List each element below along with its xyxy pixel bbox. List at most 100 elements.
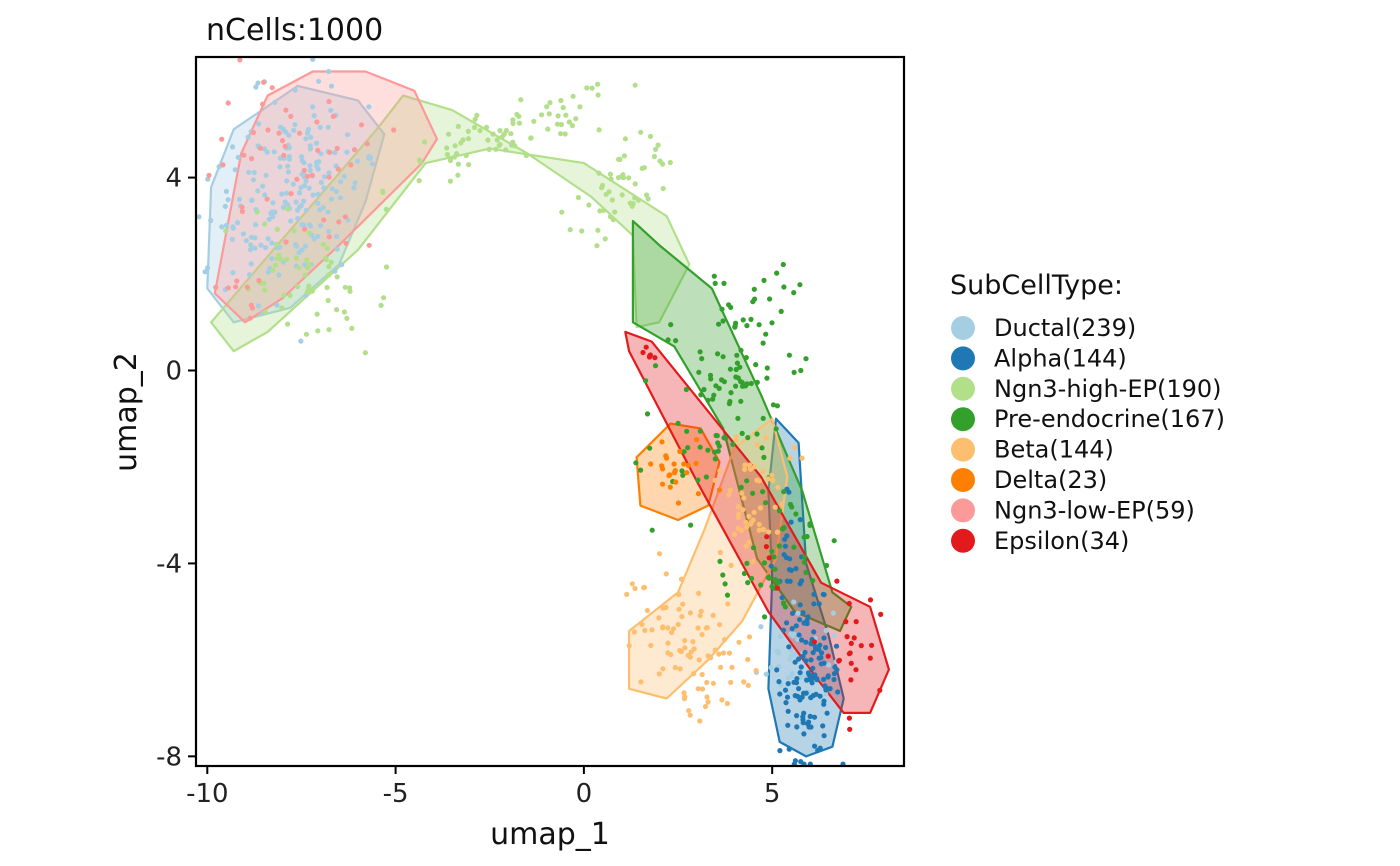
cell-point [644, 607, 651, 614]
cell-point [455, 123, 461, 129]
cell-point [299, 221, 305, 228]
cell-point [328, 259, 334, 265]
cell-point [763, 500, 769, 506]
cell-point [684, 470, 690, 476]
cell-point [750, 558, 756, 565]
cell-point [739, 490, 745, 496]
cell-point [629, 581, 635, 587]
cell-point [789, 610, 796, 616]
cell-point [712, 449, 718, 455]
cell-point [821, 635, 827, 641]
cell-point [797, 517, 803, 523]
cell-point [795, 610, 801, 616]
cell-point [768, 665, 774, 671]
cell-point [818, 661, 824, 667]
cell-point [831, 676, 837, 683]
cell-point [272, 99, 278, 105]
cell-point [848, 660, 854, 666]
cell-point [776, 650, 782, 656]
cell-point [816, 601, 822, 607]
cell-point [834, 667, 840, 673]
cell-point [722, 581, 728, 587]
cell-point [671, 626, 677, 632]
cell-point [337, 195, 344, 201]
cell-point [793, 511, 799, 517]
cell-point [739, 430, 745, 436]
cell-point [444, 151, 450, 158]
cell-point [800, 653, 806, 659]
cell-point [815, 747, 821, 754]
cell-point [806, 672, 812, 678]
cell-point [786, 746, 792, 752]
cell-point [508, 131, 514, 137]
legend: SubCellType: Ductal(239)Alpha(144) Ngn3-h… [950, 270, 1225, 555]
cell-point [672, 468, 678, 474]
cell-point [712, 647, 719, 653]
cell-point [649, 527, 655, 533]
cell-point [760, 526, 766, 532]
cell-point [338, 179, 344, 185]
cell-point [243, 238, 249, 244]
cell-point [801, 559, 808, 565]
cell-point [558, 97, 564, 104]
cell-point [295, 284, 301, 290]
cell-point [812, 743, 818, 749]
plot-frame [194, 55, 906, 768]
cell-point [800, 610, 806, 616]
cell-point [690, 639, 696, 645]
cell-point [702, 703, 709, 710]
cell-point [652, 363, 659, 369]
cell-point [744, 524, 750, 530]
cell-point [352, 180, 358, 186]
cell-point [697, 444, 703, 450]
cell-point [310, 57, 316, 62]
cell-point [765, 476, 771, 482]
cell-point [761, 277, 767, 283]
chart-title: nCells:1000 [206, 13, 383, 48]
cell-point [665, 650, 671, 656]
cell-point [309, 172, 315, 178]
cell-point [279, 305, 285, 311]
cell-point [497, 128, 503, 134]
x-tick-label: 5 [764, 779, 781, 809]
cell-point [632, 195, 638, 201]
cell-point [202, 269, 208, 275]
cell-point [263, 172, 269, 178]
cell-point [255, 188, 261, 194]
cell-point [811, 639, 818, 645]
cell-point [510, 120, 516, 127]
cell-point [294, 176, 300, 182]
cell-point [656, 615, 662, 621]
cell-point [270, 267, 276, 273]
cell-point [222, 203, 228, 209]
y-tick-label: -8 [156, 742, 182, 772]
cell-point [284, 190, 290, 196]
cell-point [563, 112, 569, 118]
cell-point [595, 92, 601, 98]
cell-point [767, 296, 773, 302]
cell-point [455, 161, 461, 167]
cell-point [651, 153, 658, 160]
cell-point [715, 351, 721, 357]
cell-point [255, 80, 261, 86]
cell-point [304, 257, 310, 263]
cell-point [251, 169, 257, 176]
cell-point [341, 173, 347, 179]
cell-point [223, 188, 229, 194]
cell-point [347, 288, 353, 294]
cell-point [797, 617, 803, 623]
cell-point [762, 614, 768, 620]
cell-point [632, 82, 638, 88]
cell-point [324, 245, 330, 251]
cell-point [730, 441, 736, 447]
cell-point [741, 570, 748, 577]
cell-point [308, 223, 314, 229]
cell-point [728, 562, 734, 569]
cell-point [676, 606, 682, 612]
cell-point [326, 170, 332, 176]
cell-point [447, 178, 453, 184]
cell-point [355, 158, 361, 164]
cell-point [252, 235, 258, 241]
cell-point [272, 262, 279, 268]
cell-point [366, 104, 372, 110]
